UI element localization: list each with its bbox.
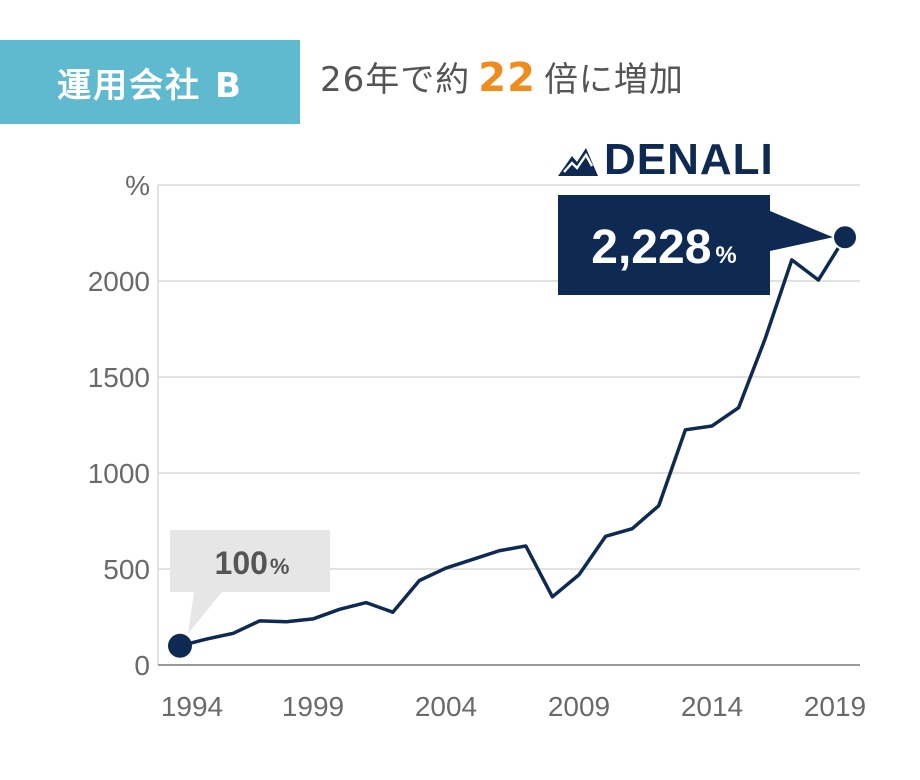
- start-callout-label: 100%: [215, 545, 290, 581]
- company-badge-label: 運用会社 B: [57, 65, 243, 106]
- end-value-callout: 2,228%: [558, 195, 833, 295]
- brand-name: DENALI: [604, 135, 774, 184]
- y-axis-ticks: 0 500 1000 1500 2000: [88, 266, 150, 681]
- start-callout-unit: %: [270, 554, 290, 579]
- company-badge: 運用会社 B: [0, 40, 300, 124]
- y-tick-label: 0: [134, 650, 150, 681]
- x-tick-label: 2019: [804, 691, 866, 722]
- x-tick-label: 2009: [548, 691, 610, 722]
- start-value-callout: 100%: [170, 530, 330, 634]
- x-tick-label: 2014: [681, 691, 743, 722]
- x-tick-label: 1994: [161, 691, 223, 722]
- x-tick-label: 1999: [282, 691, 344, 722]
- growth-summary: 26年で約 22 倍に増加: [320, 52, 684, 112]
- end-callout-box: [558, 195, 833, 295]
- end-callout-unit: %: [715, 242, 736, 269]
- multiplier-value: 22: [478, 55, 536, 101]
- end-callout-label: 2,228%: [591, 221, 736, 274]
- mountain-logo-icon: [558, 148, 598, 176]
- summary-prefix: 26年で約: [320, 60, 471, 100]
- y-tick-label: 2000: [88, 266, 150, 297]
- y-tick-label: 500: [103, 554, 150, 585]
- start-callout-box: [170, 530, 330, 634]
- summary-suffix: 倍に増加: [543, 60, 684, 100]
- series-line: [179, 236, 847, 648]
- series-group: [168, 224, 858, 658]
- end-callout-value: 2,228: [591, 221, 711, 274]
- y-axis-unit-label: %: [125, 170, 150, 201]
- brand-logo: DENALI: [558, 135, 774, 184]
- start-callout-value: 100: [215, 545, 268, 581]
- end-point-marker: [832, 224, 858, 251]
- y-tick-label: 1000: [88, 458, 150, 489]
- x-axis-ticks: 1994 1999 2004 2009 2014 2019: [161, 691, 866, 722]
- y-tick-label: 1500: [88, 362, 150, 393]
- x-tick-label: 2004: [415, 691, 477, 722]
- start-point-marker: [168, 633, 192, 658]
